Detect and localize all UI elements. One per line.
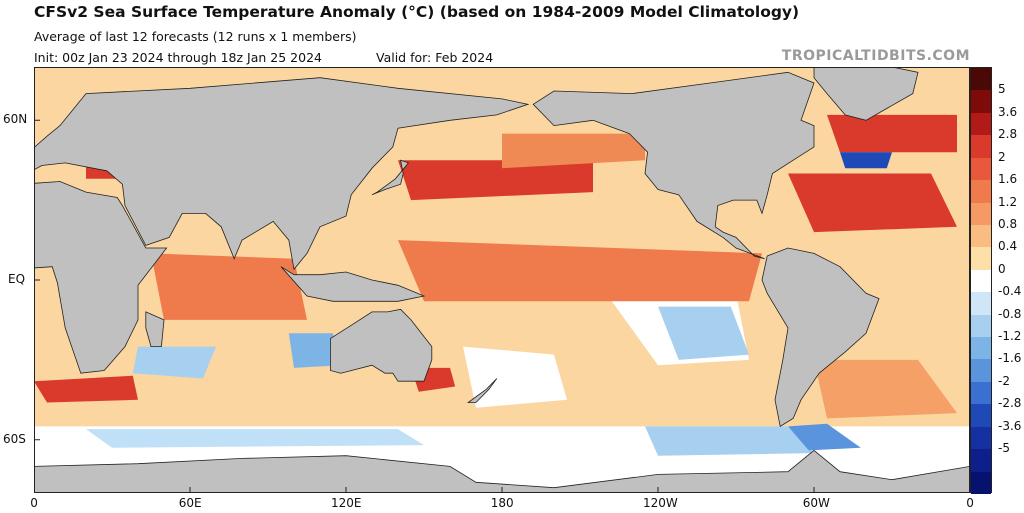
anomaly-south-pacific-blue — [645, 426, 814, 456]
colorbar-label: 5 — [998, 82, 1006, 97]
anomaly-se-pacific-lightblue — [658, 306, 749, 360]
colorbar-label: -0.8 — [998, 306, 1022, 321]
anomaly-n-pacific-orange — [502, 133, 645, 169]
colorbar-swatch — [971, 224, 991, 248]
colorbar-swatch — [971, 337, 991, 360]
colorbar-label: 0.4 — [998, 239, 1018, 254]
map-frame — [34, 67, 970, 493]
colorbar-swatch — [971, 180, 991, 203]
colorbar — [970, 67, 992, 495]
lat-label: EQ — [8, 272, 26, 286]
colorbar-swatch — [971, 426, 991, 450]
land-indonesia — [280, 266, 426, 302]
colorbar-swatch — [971, 314, 991, 338]
lon-label: 60E — [178, 496, 202, 510]
map-title: CFSv2 Sea Surface Temperature Anomaly (°… — [34, 3, 800, 21]
colorbar-label: -2 — [998, 373, 1010, 388]
colorbar-swatch — [971, 112, 991, 136]
land-north-america — [532, 71, 815, 260]
source-watermark: TROPICALTIDBITS.COM — [781, 48, 970, 64]
map-border — [34, 67, 970, 493]
colorbar-label: -5 — [998, 441, 1010, 456]
lon-label: 0 — [966, 496, 974, 510]
anomaly-subpolar-red — [827, 114, 957, 153]
colorbar-swatch — [971, 90, 991, 114]
anomaly-sw-pacific-white — [463, 346, 567, 408]
colorbar-swatch — [971, 68, 991, 91]
colorbar-label: 2.8 — [998, 127, 1018, 142]
colorbar-label: 0 — [998, 261, 1006, 276]
anomaly-map — [34, 67, 970, 493]
anomaly-sw-aus-blue — [288, 333, 341, 368]
colorbar-swatch — [971, 202, 991, 226]
land-australia — [329, 308, 433, 382]
colorbar-label: 2 — [998, 149, 1006, 164]
map-valid-time: Valid for: Feb 2024 — [376, 50, 494, 65]
colorbar-swatch — [971, 359, 991, 383]
lat-label: 60S — [3, 431, 26, 446]
anomaly-trop-pacific-warm — [398, 240, 762, 302]
colorbar-swatch — [971, 404, 991, 428]
anomaly-nw-atlantic-blue — [840, 152, 892, 169]
colorbar-swatch — [971, 449, 991, 473]
colorbar-label: -3.6 — [998, 418, 1022, 433]
anomaly-south-lightblue — [86, 429, 424, 448]
anomaly-kuroshio-red — [398, 160, 593, 201]
lon-label: 120E — [331, 496, 362, 510]
anomaly-agulhas-red — [34, 375, 138, 403]
colorbar-label: 1.6 — [998, 172, 1018, 187]
colorbar-swatch — [971, 381, 991, 405]
colorbar-swatch — [971, 471, 991, 495]
lon-label: 120W — [643, 496, 678, 510]
land-japan — [371, 159, 410, 196]
map-subtitle-average: Average of last 12 forecasts (12 runs x … — [34, 29, 357, 44]
anomaly-n-atlantic-red — [788, 173, 957, 233]
colorbar-label: -0.4 — [998, 284, 1022, 299]
lat-label: 60N — [3, 112, 28, 127]
colorbar-swatch — [971, 269, 991, 293]
map-subtitle-init: Init: 00z Jan 23 2024 through 18z Jan 25… — [34, 50, 322, 65]
anomaly-s-atlantic-orange — [814, 359, 957, 419]
colorbar-label: -1.2 — [998, 329, 1022, 344]
land-africa — [34, 181, 168, 374]
colorbar-swatch — [971, 247, 991, 271]
land-antarctica — [34, 449, 970, 493]
land-greenland — [813, 67, 919, 121]
land-new-zealand — [466, 378, 498, 403]
land-eurasia — [34, 77, 530, 271]
colorbar-label: -1.6 — [998, 351, 1022, 366]
lon-label: 180 — [490, 496, 514, 510]
lon-label: 0 — [30, 496, 38, 510]
land-madagascar — [145, 311, 165, 348]
lon-label: 60W — [802, 496, 830, 510]
colorbar-swatch — [971, 292, 991, 316]
anomaly-drake-blue — [788, 423, 861, 451]
anomaly-indian-warm — [151, 253, 307, 320]
colorbar-label: -2.8 — [998, 396, 1022, 411]
colorbar-label: 0.8 — [998, 216, 1018, 231]
colorbar-swatch — [971, 157, 991, 181]
colorbar-label: 3.6 — [998, 104, 1018, 119]
anomaly-s-indian-blue — [132, 346, 216, 379]
colorbar-swatch — [971, 135, 991, 159]
colorbar-label: 1.2 — [998, 194, 1018, 209]
land-south-america — [761, 247, 880, 428]
